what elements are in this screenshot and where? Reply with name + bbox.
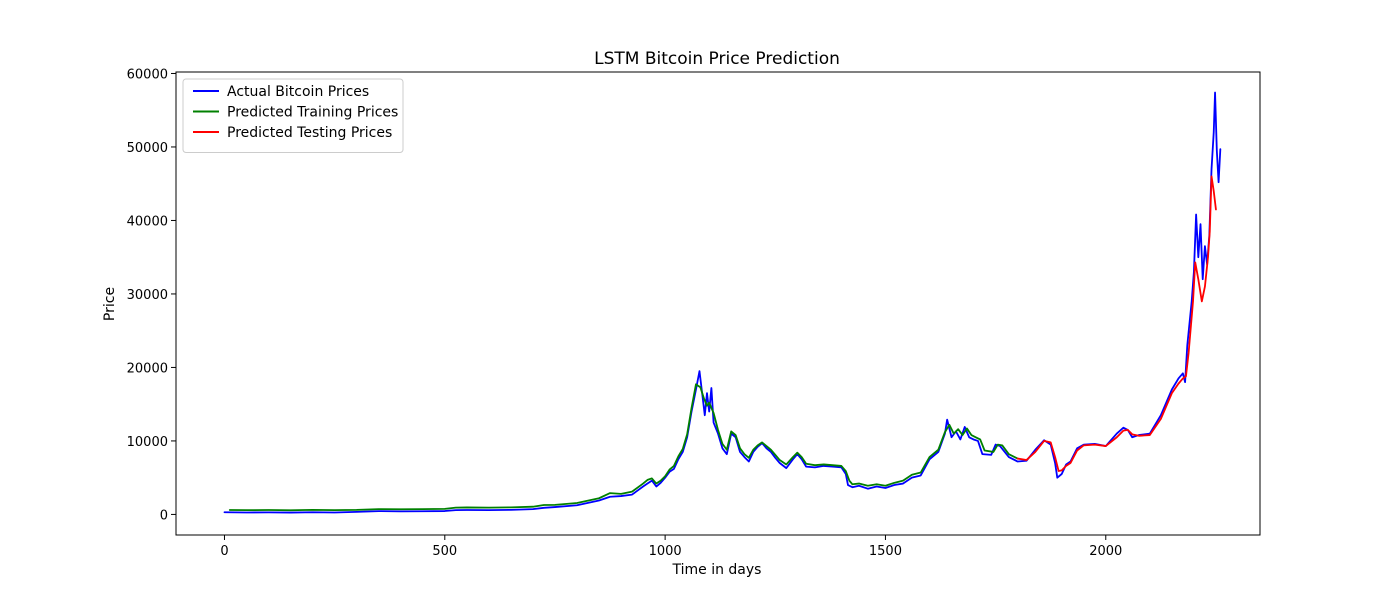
y-tick-label-0: 0 <box>160 508 168 523</box>
legend-label-1: Predicted Training Prices <box>227 105 398 121</box>
legend: Actual Bitcoin Prices Predicted Training … <box>182 78 404 153</box>
y-tick-label-6: 60000 <box>127 67 168 82</box>
x-tick-label-3: 1500 <box>869 544 902 559</box>
legend-box <box>182 78 404 153</box>
x-tick-label-0: 0 <box>220 544 228 559</box>
plot-area: 0 500 1000 1500 2000010000200003000040000500… <box>127 67 1261 559</box>
y-axis-label: Price <box>102 287 118 321</box>
x-tick-label-1: 500 <box>432 544 457 559</box>
chart-title: LSTM Bitcoin Price Prediction <box>594 49 840 69</box>
x-axis-label: Time in days <box>672 562 762 578</box>
y-tick-label-3: 30000 <box>127 288 168 303</box>
y-tick-label-2: 20000 <box>127 361 168 376</box>
legend-label-2: Predicted Testing Prices <box>227 125 392 141</box>
plot-frame <box>175 71 1261 536</box>
y-tick-label-4: 40000 <box>127 214 168 229</box>
legend-label-0: Actual Bitcoin Prices <box>227 84 369 100</box>
y-tick-label-5: 50000 <box>127 141 168 156</box>
y-tick-label-1: 10000 <box>127 435 168 450</box>
x-tick-label-4: 2000 <box>1089 544 1122 559</box>
series-line-2 <box>1016 175 1217 472</box>
series-line-1 <box>228 383 1019 512</box>
x-tick-label-2: 1000 <box>649 544 682 559</box>
